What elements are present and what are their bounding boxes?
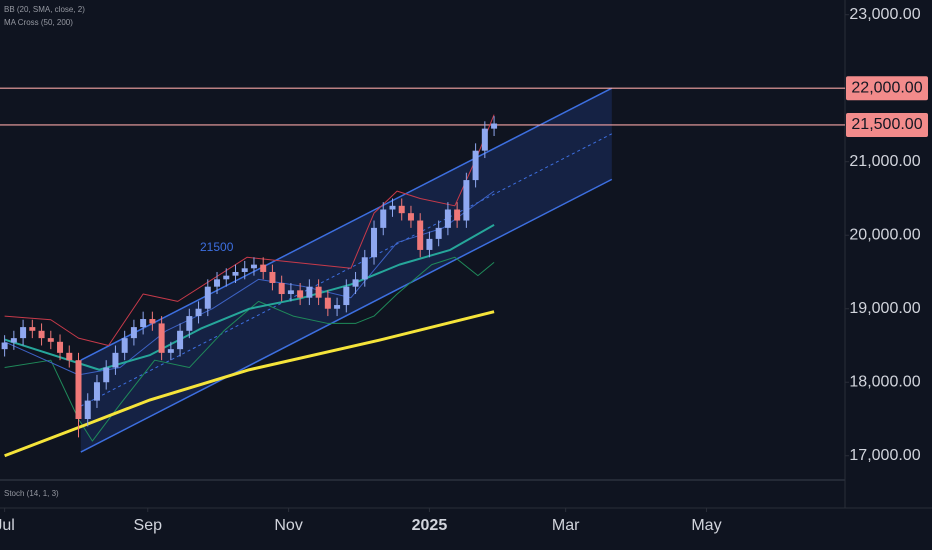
candle-body xyxy=(214,279,221,287)
candle-body xyxy=(426,238,433,250)
candle-body xyxy=(481,128,488,151)
candle-body xyxy=(463,180,470,221)
candle-body xyxy=(417,220,424,250)
y-tick-label: 23,000.00 xyxy=(849,6,920,23)
candle-body xyxy=(149,319,156,324)
candle-body xyxy=(38,330,45,339)
candle-body xyxy=(343,286,350,306)
indicator-line xyxy=(4,114,495,346)
candle-body xyxy=(20,327,27,339)
candle-body xyxy=(1,342,8,350)
candle-body xyxy=(29,327,36,331)
candle-body xyxy=(93,382,100,401)
indicator-line xyxy=(4,256,495,442)
candle-body xyxy=(232,271,239,276)
channel-fill xyxy=(80,88,612,453)
price-tag xyxy=(846,76,928,101)
candle-body xyxy=(167,349,174,353)
lower-pane-label: Stoch (14, 1, 3) xyxy=(4,489,59,498)
candle-body xyxy=(112,352,119,368)
y-tick-label: 18,000.00 xyxy=(849,373,920,390)
candle-body xyxy=(444,209,451,228)
candle-body xyxy=(223,275,230,280)
candle-body xyxy=(361,257,368,280)
candle-body xyxy=(158,323,165,353)
candle-body xyxy=(334,305,341,309)
y-tick-label: 19,000.00 xyxy=(849,300,920,317)
candle-body xyxy=(315,286,322,298)
candle-body xyxy=(121,338,128,353)
annotation: 21500 xyxy=(200,240,234,254)
x-tick-label: Mar xyxy=(552,517,580,534)
candle-body xyxy=(75,360,82,419)
candle-body xyxy=(130,327,137,339)
candle-body xyxy=(324,297,331,309)
indicator-label: MA Cross (50, 200) xyxy=(4,18,73,27)
x-tick-label: Sep xyxy=(134,517,163,534)
candle-body xyxy=(454,209,461,221)
candle-body xyxy=(297,290,304,298)
candle-body xyxy=(10,338,17,343)
candle-body xyxy=(472,150,479,181)
candle-body xyxy=(57,341,64,353)
candle-body xyxy=(103,367,110,383)
candle-body xyxy=(84,400,91,419)
candle-body xyxy=(250,264,257,269)
indicator-label: BB (20, SMA, close, 2) xyxy=(4,5,85,14)
candle-body xyxy=(241,268,248,272)
x-tick-label: Jul xyxy=(0,517,15,534)
indicator-line xyxy=(4,224,495,371)
price-tag-label: 21,500.00 xyxy=(851,116,922,133)
x-tick-label: 2025 xyxy=(412,517,448,534)
candle-body xyxy=(177,330,184,350)
y-tick-label: 20,000.00 xyxy=(849,226,920,243)
candle-body xyxy=(260,264,267,272)
candle-body xyxy=(269,271,276,284)
candle-body xyxy=(398,205,405,214)
candle-body xyxy=(195,308,202,317)
x-tick-label: Nov xyxy=(274,517,302,534)
candle-body xyxy=(287,290,294,295)
candle-body xyxy=(491,123,498,129)
candle-body xyxy=(66,352,73,361)
candle-body xyxy=(186,316,193,331)
candle-body xyxy=(47,338,54,342)
candle-body xyxy=(380,209,387,228)
candle-body xyxy=(306,286,313,298)
candle-body xyxy=(435,227,442,239)
candle-body xyxy=(389,205,396,210)
price-tag xyxy=(846,112,928,137)
candle-body xyxy=(140,319,147,328)
candle-body xyxy=(407,213,414,221)
candle-body xyxy=(352,279,359,287)
candle-body xyxy=(278,283,285,295)
x-tick-label: May xyxy=(691,517,721,534)
candle-body xyxy=(204,286,211,309)
y-tick-label: 17,000.00 xyxy=(849,447,920,464)
price-tag-label: 22,000.00 xyxy=(851,79,922,96)
candle-body xyxy=(371,227,378,258)
y-tick-label: 21,000.00 xyxy=(849,153,920,170)
channel-upper xyxy=(80,87,613,361)
channel-lower xyxy=(80,178,613,453)
indicator-line xyxy=(4,310,495,458)
